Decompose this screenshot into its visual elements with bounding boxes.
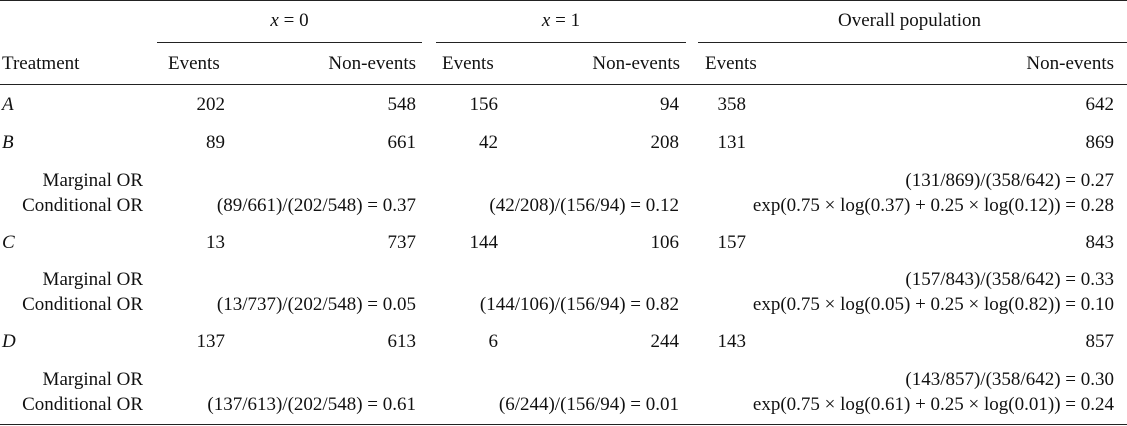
row-c-marginal-label: Marginal OR xyxy=(42,269,143,290)
row-b-marginal-or: (131/869)/(358/642) = 0.27 xyxy=(905,170,1114,191)
row-d-label: D xyxy=(2,331,16,352)
row-a-nonevents-x0: 548 xyxy=(387,94,417,115)
row-b-conditional-x0: (89/661)/(202/548) = 0.37 xyxy=(216,195,416,216)
row-b-nonevents-x1: 208 xyxy=(650,132,680,153)
group-rule-x0 xyxy=(157,42,422,43)
row-b-conditional-overall: exp(0.75 × log(0.37) + 0.25 × log(0.12))… xyxy=(752,195,1114,216)
row-b-events-x1: 42 xyxy=(479,132,498,153)
row-c-nonevents-x0: 737 xyxy=(387,232,417,253)
col-header-events-overall: Events xyxy=(705,53,757,74)
row-d-marginal-or: (143/857)/(358/642) = 0.30 xyxy=(905,369,1114,390)
row-a-nonevents-overall: 642 xyxy=(1085,94,1115,115)
col-header-events-x1: Events xyxy=(442,53,494,74)
row-b-events-overall: 131 xyxy=(717,132,747,153)
top-rule xyxy=(0,0,1127,1)
row-c-nonevents-overall: 843 xyxy=(1085,232,1115,253)
row-d-nonevents-x0: 613 xyxy=(387,331,417,352)
col-header-events-x0: Events xyxy=(168,53,220,74)
group-rule-overall xyxy=(698,42,1127,43)
group-header-x0-var: x xyxy=(270,10,279,31)
col-header-nonevents-x0: Non-events xyxy=(328,53,416,74)
row-c-nonevents-x1: 106 xyxy=(650,232,680,253)
row-c-conditional-overall: exp(0.75 × log(0.05) + 0.25 × log(0.82))… xyxy=(752,294,1114,315)
group-header-overall: Overall population xyxy=(838,10,981,31)
row-d-conditional-x0: (137/613)/(202/548) = 0.61 xyxy=(207,394,416,415)
row-c-label: C xyxy=(2,232,15,253)
row-b-nonevents-overall: 869 xyxy=(1085,132,1115,153)
row-b-conditional-x1: (42/208)/(156/94) = 0.12 xyxy=(489,195,679,216)
header-rule xyxy=(0,84,1127,85)
bottom-rule xyxy=(0,424,1127,425)
row-c-events-overall: 157 xyxy=(717,232,747,253)
row-c-events-x1: 144 xyxy=(469,232,499,253)
row-a-label: A xyxy=(2,94,14,115)
row-c-conditional-x1: (144/106)/(156/94) = 0.82 xyxy=(479,294,679,315)
row-c-marginal-or: (157/843)/(358/642) = 0.33 xyxy=(905,269,1114,290)
row-d-conditional-overall: exp(0.75 × log(0.61) + 0.25 × log(0.01))… xyxy=(752,394,1114,415)
row-d-events-overall: 143 xyxy=(717,331,747,352)
row-d-events-x1: 6 xyxy=(488,331,499,352)
col-header-nonevents-x1: Non-events xyxy=(592,53,680,74)
row-b-events-x0: 89 xyxy=(206,132,225,153)
group-header-x1: x = 1 xyxy=(436,9,686,33)
row-c-conditional-x0: (13/737)/(202/548) = 0.05 xyxy=(216,294,416,315)
row-a-events-x1: 156 xyxy=(469,94,499,115)
row-a-nonevents-x1: 94 xyxy=(660,94,679,115)
row-d-nonevents-overall: 857 xyxy=(1085,331,1115,352)
group-header-x0-rest: = 0 xyxy=(278,10,309,31)
group-header-x1-rest: = 1 xyxy=(550,10,581,31)
row-c-events-x0: 13 xyxy=(206,232,225,253)
row-d-events-x0: 137 xyxy=(196,331,226,352)
group-header-x0: x = 0 xyxy=(157,9,422,33)
row-d-nonevents-x1: 244 xyxy=(650,331,680,352)
row-a-events-x0: 202 xyxy=(196,94,226,115)
row-d-conditional-x1: (6/244)/(156/94) = 0.01 xyxy=(498,394,679,415)
row-b-nonevents-x0: 661 xyxy=(387,132,417,153)
row-b-conditional-label: Conditional OR xyxy=(22,195,143,216)
row-d-marginal-label: Marginal OR xyxy=(42,369,143,390)
row-d-conditional-label: Conditional OR xyxy=(22,394,143,415)
group-header-x1-var: x xyxy=(541,10,551,31)
row-b-label: B xyxy=(2,132,14,153)
row-a-events-overall: 358 xyxy=(717,94,747,115)
col-header-nonevents-overall: Non-events xyxy=(1026,53,1114,74)
row-b-marginal-label: Marginal OR xyxy=(42,170,143,191)
group-rule-x1 xyxy=(436,42,686,43)
col-header-treatment: Treatment xyxy=(2,53,80,74)
row-c-conditional-label: Conditional OR xyxy=(22,294,143,315)
